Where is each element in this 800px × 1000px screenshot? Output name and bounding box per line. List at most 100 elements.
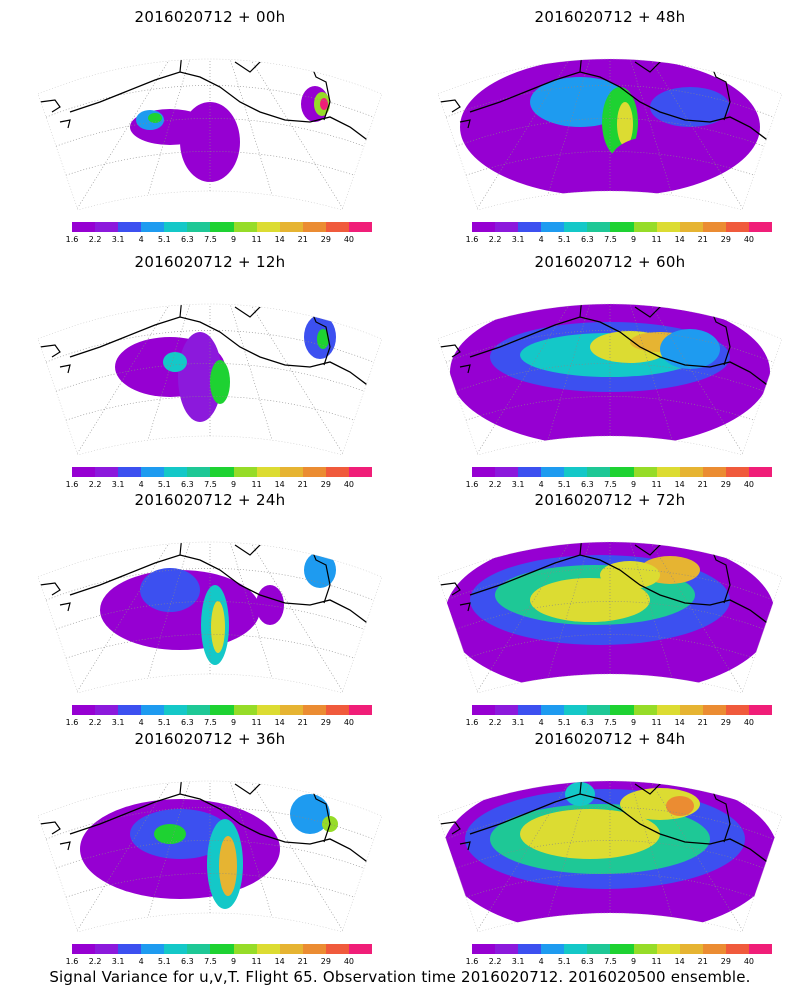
colorbar [472, 705, 773, 715]
colorbar-swatch [187, 222, 211, 232]
colorbar-swatch [95, 944, 119, 954]
coastline [39, 99, 71, 129]
colorbar-swatch [72, 222, 96, 232]
latitude-line [45, 807, 375, 840]
colorbar-tick-label: 40 [743, 718, 755, 727]
variance-contour-region [610, 137, 690, 187]
map-panel-60h: 2016020712 + 60h 1.6 2.2 3.1 4 5.1 6.3 7.5 9 11 1… [420, 245, 800, 489]
colorbar-swatch [633, 944, 657, 954]
colorbar-tick-label: 11 [251, 957, 262, 966]
colorbar-swatch [348, 944, 373, 954]
longitude-line [471, 59, 575, 210]
longitude-line [245, 59, 349, 210]
colorbar-tick-label: 5.1 [157, 718, 171, 727]
colorbar-tick-label: 2.2 [88, 480, 102, 489]
colorbar-tick-label: 14 [274, 718, 285, 727]
colorbar-tick-label: 29 [320, 235, 331, 244]
colorbar-tick-label: 6.3 [581, 480, 594, 489]
colorbar-tick-label: 7.5 [604, 957, 617, 966]
panel-title: 2016020712 + 48h [534, 8, 686, 26]
variance-map [437, 780, 783, 933]
colorbar-swatch [95, 222, 119, 232]
colorbar-swatch [725, 944, 749, 954]
colorbar-swatch [210, 467, 234, 477]
coastline [469, 793, 771, 865]
colorbar-swatch [72, 944, 96, 954]
variance-contour-region [666, 796, 694, 816]
coastline [579, 542, 731, 604]
colorbar-swatch [72, 705, 96, 715]
colorbar-swatch [325, 222, 349, 232]
colorbar-tick-label: 21 [697, 235, 708, 244]
colorbar-tick-label: 5.1 [557, 718, 571, 727]
colorbar-tick-label: 2.2 [88, 957, 102, 966]
colorbar-tick-label: 11 [651, 957, 662, 966]
colorbar-tick-label: 11 [651, 480, 662, 489]
longitude-line [71, 542, 175, 693]
coastline [469, 554, 771, 626]
longitude-line [645, 59, 749, 210]
colorbar-swatch [118, 222, 142, 232]
coastline [439, 344, 471, 374]
colorbar-labels: 1.6 2.2 3.1 4 5.1 6.3 7.5 9 11 14 21 29 40 [466, 718, 772, 730]
colorbar-swatch [210, 222, 234, 232]
colorbar-tick-label: 2.2 [88, 718, 102, 727]
colorbar-swatch [325, 467, 349, 477]
colorbar-swatch [187, 944, 211, 954]
longitude-line [645, 304, 749, 455]
colorbar-tick-label: 14 [674, 235, 685, 244]
colorbar-tick-label: 40 [743, 480, 755, 489]
colorbar [72, 222, 373, 232]
colorbar-tick-label: 4 [138, 718, 144, 727]
colorbar-tick-label: 40 [343, 718, 355, 727]
colorbar [472, 467, 773, 477]
coastline [69, 71, 371, 143]
variance-contour-region [520, 809, 660, 859]
colorbar-tick-label: 6.3 [581, 718, 594, 727]
longitude-line [471, 304, 575, 455]
colorbar-swatch [256, 944, 280, 954]
colorbar-swatch [95, 467, 119, 477]
colorbar-swatch [541, 705, 565, 715]
colorbar-swatch [348, 222, 373, 232]
colorbar-swatch [279, 222, 303, 232]
colorbar-tick-label: 1.6 [65, 718, 79, 727]
colorbar-tick-label: 1.6 [465, 480, 479, 489]
variance-contour-region [140, 568, 200, 612]
colorbar-swatch [302, 467, 326, 477]
colorbar-tick-label: 6.3 [581, 957, 594, 966]
colorbar-swatch [302, 705, 326, 715]
colorbar-swatch [472, 222, 496, 232]
variance-map [37, 303, 383, 456]
colorbar-swatch [233, 222, 257, 232]
colorbar-tick-label: 3.1 [111, 957, 125, 966]
colorbar-tick-label: 5.1 [557, 480, 571, 489]
colorbar-tick-label: 11 [251, 480, 262, 489]
colorbar-swatch [541, 222, 565, 232]
variance-contour-region [163, 352, 187, 372]
colorbar-tick-label: 2.2 [488, 957, 502, 966]
colorbar-swatch [610, 705, 634, 715]
colorbar-tick-label: 7.5 [204, 718, 217, 727]
panel-title: 2016020712 + 84h [534, 730, 686, 748]
colorbar-swatch [256, 467, 280, 477]
longitude-line [645, 781, 749, 932]
colorbar-swatch [564, 944, 588, 954]
latitude-line [45, 85, 375, 118]
colorbar-tick-label: 4 [538, 480, 544, 489]
colorbar-tick-label: 2.2 [488, 235, 502, 244]
colorbar-tick-label: 1.6 [465, 718, 479, 727]
colorbar-swatch [233, 467, 257, 477]
colorbar-swatch [118, 467, 142, 477]
colorbar-swatch [541, 944, 565, 954]
colorbar-swatch [141, 944, 165, 954]
variance-contour-region [317, 329, 329, 349]
colorbar-tick-label: 3.1 [111, 480, 125, 489]
colorbar-swatch [279, 705, 303, 715]
colorbar-swatch [610, 944, 634, 954]
coastline [39, 582, 71, 612]
colorbar-tick-label: 9 [630, 718, 637, 727]
colorbar-swatch [702, 467, 726, 477]
colorbar-tick-label: 3.1 [111, 718, 125, 727]
colorbar-tick-label: 3.1 [511, 957, 525, 966]
